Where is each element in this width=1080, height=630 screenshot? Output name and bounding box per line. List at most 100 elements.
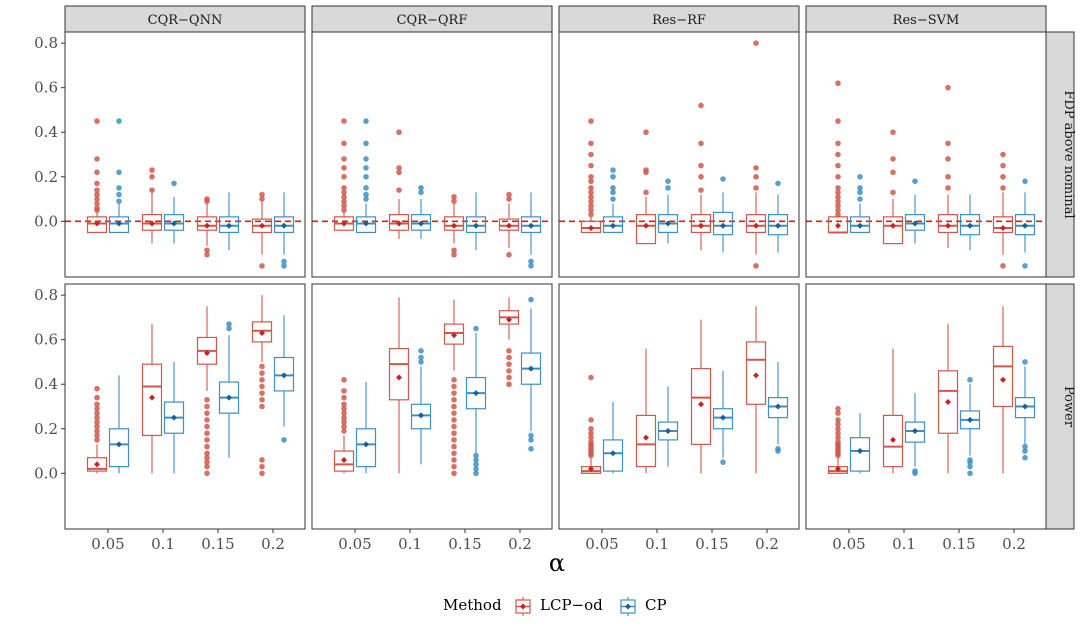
lcp-od-box-0-outlier-1 xyxy=(94,205,100,211)
column-strip-label-3: Res−SVM xyxy=(893,13,960,28)
lcp-od-box-3-outlier-5 xyxy=(259,390,265,396)
lcp-od-box-2-mean-marker xyxy=(451,222,457,229)
cp-box-3-mean-marker xyxy=(775,403,781,410)
lcp-od-box-2-outlier-12 xyxy=(451,390,457,396)
panel-r1-c0 xyxy=(64,283,306,530)
lcp-od-box-2-outlier-0 xyxy=(451,470,457,477)
lcp-od-box-3-outlier-2 xyxy=(259,263,265,269)
cp-box-0-outlier-7 xyxy=(363,118,369,124)
lcp-od-box-3-outlier-5 xyxy=(506,348,512,354)
cp-box-2-outlier-0 xyxy=(967,470,973,477)
y-tick-label-r0-2: 0.4 xyxy=(34,123,58,141)
row-strip-label-0: FDP above nominal xyxy=(1061,90,1076,218)
lcp-od-box-0-outlier-4 xyxy=(588,194,594,200)
lcp-od-box-0-mean-marker xyxy=(588,225,594,231)
lcp-od-box-0-outlier-11 xyxy=(588,140,594,147)
panel-border xyxy=(64,31,306,278)
cp-box-1-mean-marker xyxy=(665,428,671,434)
cp-box-1-outlier-0 xyxy=(912,178,918,185)
cp-box-2-mean-marker xyxy=(720,222,726,229)
lcp-od-box-3-mean-marker xyxy=(1000,376,1006,383)
lcp-od-box-0-outlier-9 xyxy=(835,151,841,158)
legend-key-lcp-od xyxy=(515,597,531,616)
cp-box-3-box xyxy=(767,396,789,419)
lcp-od-box-0-outlier-9 xyxy=(588,162,594,169)
lcp-od-box-3-mean-marker xyxy=(259,330,265,336)
x-tick-label-c2-1: 0.1 xyxy=(645,535,669,553)
lcp-od-box-3-outlier-1 xyxy=(506,191,512,198)
cp-box-3-outlier-1 xyxy=(281,263,287,269)
lcp-od-box-0-outlier-7 xyxy=(94,405,100,412)
lcp-od-box-0-outlier-3 xyxy=(588,198,594,205)
lcp-od-box-0-outlier-3 xyxy=(341,194,347,200)
lcp-od-box-0-mean-marker xyxy=(341,220,347,227)
lcp-od-box-2-outlier-2 xyxy=(204,247,210,254)
lcp-od-box-0-outlier-8 xyxy=(94,156,100,162)
lcp-od-box-3-outlier-4 xyxy=(1000,263,1006,269)
cp-box-1-outlier-2 xyxy=(418,348,424,354)
lcp-od-box-3-box xyxy=(992,345,1014,408)
cp-box-3-outlier-2 xyxy=(528,432,534,439)
y-tick-label-r1-3: 0.6 xyxy=(34,331,58,349)
x-tick-label-c2-3: 0.2 xyxy=(755,535,779,553)
lcp-od-box-0-outlier-8 xyxy=(588,173,594,180)
lcp-od-box-2-outlier-4 xyxy=(945,84,951,91)
cp-box-3-mean-marker xyxy=(1022,222,1028,229)
panel-background xyxy=(312,284,552,529)
row-strip-label-1: Power xyxy=(1061,386,1076,428)
x-tick-label-c0-3: 0.2 xyxy=(261,535,285,553)
cp-box-3-outlier-0 xyxy=(528,258,534,265)
cp-box-0-outlier-0 xyxy=(363,196,369,202)
lcp-od-box-2-outlier-2 xyxy=(451,457,457,463)
lcp-od-box-3-outlier-1 xyxy=(1000,173,1006,180)
cp-box-2-box xyxy=(959,214,981,236)
cp-box-0-outlier-1 xyxy=(610,189,616,196)
lcp-od-box-0-outlier-9 xyxy=(341,140,347,147)
lcp-od-box-3-outlier-2 xyxy=(506,368,512,374)
cp-box-3-mean-marker xyxy=(281,372,287,379)
lcp-od-box-2-outlier-4 xyxy=(698,102,704,109)
lcp-od-box-2-outlier-1 xyxy=(451,463,457,470)
lcp-od-box-0-outlier-7 xyxy=(588,178,594,185)
lcp-od-box-2-outlier-7 xyxy=(451,423,457,430)
lcp-od-box-2-box xyxy=(937,370,959,434)
x-tick-label-c0-2: 0.15 xyxy=(201,535,234,553)
lcp-od-box-0-outlier-11 xyxy=(588,374,594,381)
lcp-od-box-3-outlier-3 xyxy=(1000,151,1006,158)
lcp-od-box-0-outlier-6 xyxy=(835,439,841,445)
cp-box-1-mean-marker xyxy=(912,220,918,227)
cp-box-0-outlier-3 xyxy=(610,173,616,180)
cp-box-3-box xyxy=(520,216,542,234)
cp-box-0-mean-marker xyxy=(857,222,863,229)
cp-box-0-outlier-5 xyxy=(363,156,369,162)
x-tick-label-c3-2: 0.15 xyxy=(942,535,975,553)
lcp-od-box-2-outlier-0 xyxy=(945,185,951,191)
lcp-od-box-0-mean-marker xyxy=(341,456,347,463)
lcp-od-box-0-outlier-2 xyxy=(94,428,100,434)
lcp-od-box-0-outlier-4 xyxy=(341,410,347,416)
cp-box-0-outlier-2 xyxy=(857,185,863,191)
lcp-od-box-1-outlier-2 xyxy=(149,167,155,173)
cp-box-1-outlier-1 xyxy=(665,178,671,185)
cp-box-2-outlier-3 xyxy=(967,457,973,463)
panel-border xyxy=(558,31,800,278)
lcp-od-box-0-outlier-7 xyxy=(835,434,841,441)
lcp-od-box-3-outlier-2 xyxy=(506,251,512,258)
lcp-od-box-3-outlier-6 xyxy=(259,383,265,390)
lcp-od-box-2-outlier-4 xyxy=(204,450,210,457)
x-tick-label-c3-1: 0.1 xyxy=(892,535,916,553)
x-tick-label-c2-0: 0.05 xyxy=(585,535,618,553)
lcp-od-box-2-outlier-5 xyxy=(204,443,210,450)
cp-box-0-box xyxy=(355,216,377,234)
lcp-od-box-1-mean-marker xyxy=(396,374,402,381)
lcp-od-box-0-outlier-13 xyxy=(835,405,841,412)
cp-box-0-outlier-6 xyxy=(363,140,369,147)
lcp-od-box-0-outlier-3 xyxy=(94,196,100,202)
lcp-od-box-3-mean-marker xyxy=(753,222,759,229)
lcp-od-box-2-mean-marker xyxy=(698,401,704,408)
lcp-od-box-1-mean-marker xyxy=(643,434,649,441)
cp-box-1-outlier-0 xyxy=(418,189,424,196)
lcp-od-box-0-outlier-4 xyxy=(835,194,841,200)
x-tick-label-c0-0: 0.05 xyxy=(91,535,124,553)
y-tick-label-r0-0: 0.0 xyxy=(34,212,58,230)
